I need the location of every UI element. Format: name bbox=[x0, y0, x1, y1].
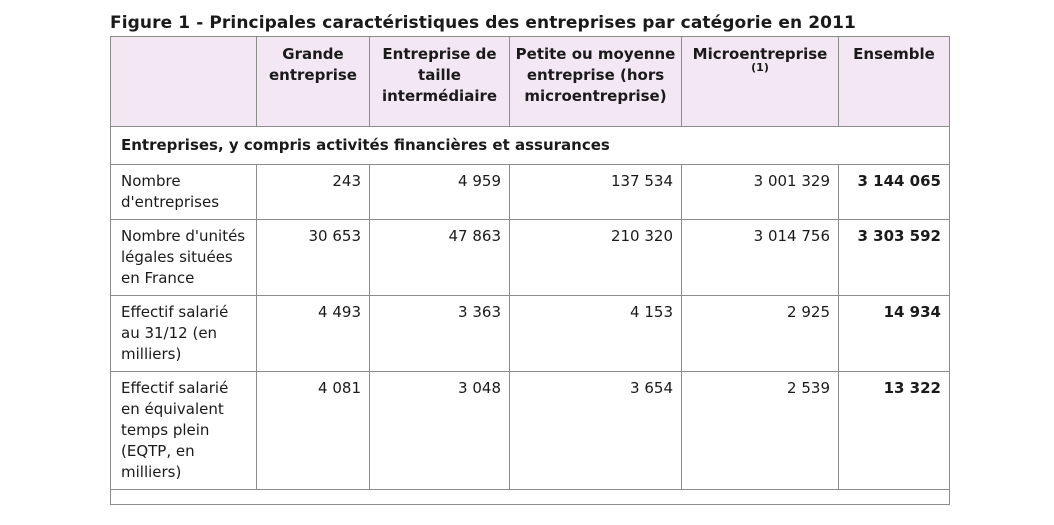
row-label: Nombre d'unités légales situées en Franc… bbox=[110, 219, 257, 296]
cell-eti: 4 959 bbox=[369, 164, 510, 220]
cell-eti: 3 048 bbox=[369, 371, 510, 490]
header-row: Grande entreprise Entreprise de taille i… bbox=[110, 36, 950, 127]
header-grande-entreprise: Grande entreprise bbox=[256, 36, 370, 127]
figure-title: Figure 1 - Principales caractéristiques … bbox=[110, 13, 856, 33]
row-label: Effectif salarié en équivalent temps ple… bbox=[110, 371, 257, 490]
header-microentreprise: Microentreprise (1) bbox=[681, 36, 839, 127]
row-label: Nombre d'entreprises bbox=[110, 164, 257, 220]
header-ensemble: Ensemble bbox=[838, 36, 950, 127]
cell-pme: 210 320 bbox=[509, 219, 682, 296]
cell-ensemble: 14 934 bbox=[838, 295, 950, 372]
cell-pme: 137 534 bbox=[509, 164, 682, 220]
table-row: Effectif salarié en équivalent temps ple… bbox=[110, 371, 950, 490]
cell-grande-entreprise: 4 493 bbox=[256, 295, 370, 372]
cell-eti: 47 863 bbox=[369, 219, 510, 296]
header-eti: Entreprise de taille intermédiaire bbox=[369, 36, 510, 127]
cell-microentreprise: 3 001 329 bbox=[681, 164, 839, 220]
footnote-marker: (1) bbox=[751, 61, 769, 74]
cell-pme: 3 654 bbox=[509, 371, 682, 490]
table-row: Effectif salarié au 31/12 (en milliers) … bbox=[110, 295, 950, 372]
header-pme: Petite ou moyenne entreprise (hors micro… bbox=[509, 36, 682, 127]
row-label: Effectif salarié au 31/12 (en milliers) bbox=[110, 295, 257, 372]
section-row: Entreprises, y compris activités financi… bbox=[110, 126, 950, 165]
cell-pme: 4 153 bbox=[509, 295, 682, 372]
continuation-cell bbox=[110, 489, 950, 505]
cell-ensemble: 3 144 065 bbox=[838, 164, 950, 220]
cell-grande-entreprise: 30 653 bbox=[256, 219, 370, 296]
cell-grande-entreprise: 4 081 bbox=[256, 371, 370, 490]
cell-ensemble: 3 303 592 bbox=[838, 219, 950, 296]
table-row: Nombre d'unités légales situées en Franc… bbox=[110, 219, 950, 296]
table-row: Nombre d'entreprises 243 4 959 137 534 3… bbox=[110, 164, 950, 220]
table-row-continuation bbox=[110, 489, 950, 505]
header-label-cell bbox=[110, 36, 257, 127]
cell-ensemble: 13 322 bbox=[838, 371, 950, 490]
cell-microentreprise: 3 014 756 bbox=[681, 219, 839, 296]
section-label: Entreprises, y compris activités financi… bbox=[110, 126, 950, 165]
cell-eti: 3 363 bbox=[369, 295, 510, 372]
cell-microentreprise: 2 925 bbox=[681, 295, 839, 372]
stats-table: Grande entreprise Entreprise de taille i… bbox=[110, 36, 950, 505]
cell-microentreprise: 2 539 bbox=[681, 371, 839, 490]
header-microentreprise-label: Microentreprise bbox=[692, 45, 828, 63]
cell-grande-entreprise: 243 bbox=[256, 164, 370, 220]
